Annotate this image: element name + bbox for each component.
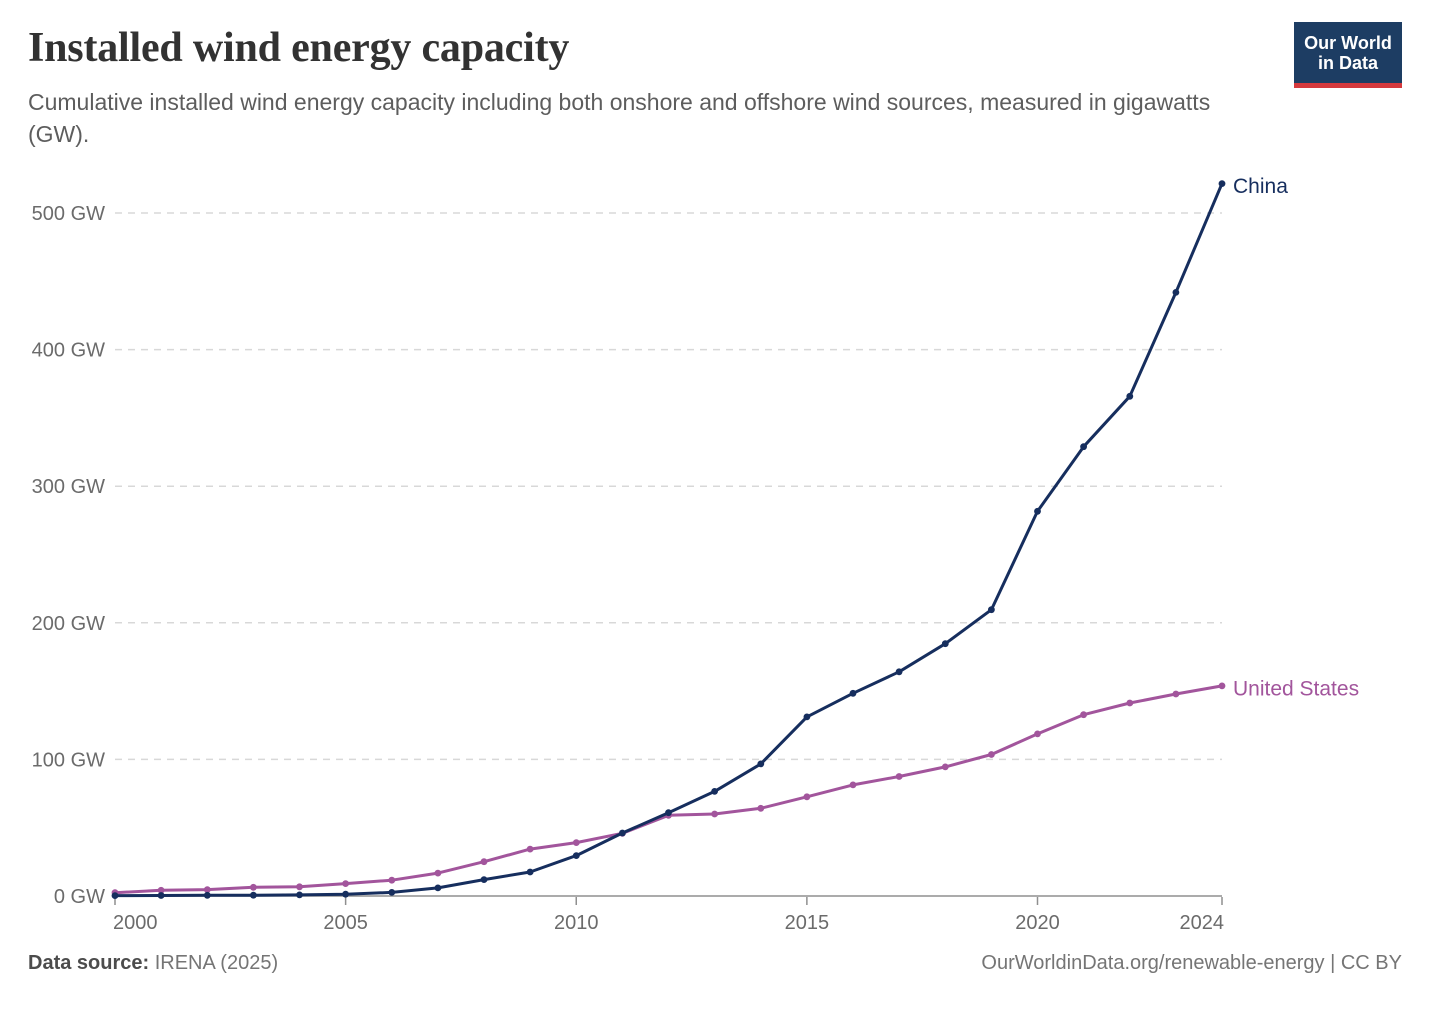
data-source-label: Data source: <box>28 952 150 974</box>
data-point-united-states[interactable] <box>803 793 811 801</box>
footer-url[interactable]: OurWorldinData.org/renewable-energy | CC… <box>981 952 1402 974</box>
data-point-china[interactable] <box>849 689 857 697</box>
data-point-china[interactable] <box>665 809 672 817</box>
data-point-china[interactable] <box>434 884 442 892</box>
chart-footer: Data source: IRENA (2025) OurWorldinData… <box>28 952 1402 975</box>
data-point-china[interactable] <box>711 788 718 795</box>
data-point-china[interactable] <box>988 606 995 614</box>
owid-logo-line2: in Data <box>1317 52 1378 73</box>
data-point-united-states[interactable] <box>1034 730 1041 738</box>
data-point-united-states[interactable] <box>849 781 857 789</box>
data-point-china[interactable] <box>203 891 211 899</box>
data-point-united-states[interactable] <box>342 880 349 887</box>
data-point-china[interactable] <box>1126 392 1134 400</box>
page-title: Installed wind energy capacity <box>28 25 570 71</box>
data-point-united-states[interactable] <box>941 763 949 771</box>
data-point-china[interactable] <box>1218 180 1226 188</box>
data-point-united-states[interactable] <box>526 845 534 853</box>
data-point-china[interactable] <box>572 852 580 859</box>
data-point-china[interactable] <box>1034 507 1041 515</box>
x-tick-label: 2024 <box>1180 912 1225 934</box>
data-point-china[interactable] <box>1080 443 1087 451</box>
data-point-united-states[interactable] <box>157 886 165 894</box>
y-tick-label: 100 GW <box>32 749 105 771</box>
data-point-china[interactable] <box>296 891 303 899</box>
x-tick-label: 2005 <box>323 912 368 934</box>
data-point-china[interactable] <box>941 640 949 648</box>
data-point-united-states[interactable] <box>757 804 765 812</box>
data-point-china[interactable] <box>757 760 765 768</box>
data-point-china[interactable] <box>895 668 903 676</box>
data-point-united-states[interactable] <box>1126 699 1134 707</box>
data-point-china[interactable] <box>342 890 349 898</box>
y-tick-label: 0 GW <box>54 886 105 908</box>
series-line-united-states[interactable] <box>113 684 1224 895</box>
data-point-china[interactable] <box>526 868 534 876</box>
data-point-united-states[interactable] <box>988 751 995 758</box>
data-point-united-states[interactable] <box>296 883 303 891</box>
y-tick-label: 500 GW <box>32 203 105 225</box>
series-end-label-china[interactable]: China <box>1233 175 1288 198</box>
x-tick-label: 2015 <box>785 912 830 934</box>
y-tick-label: 300 GW <box>32 476 105 498</box>
data-source-value: IRENA (2025) <box>154 952 279 974</box>
data-point-china[interactable] <box>157 892 165 899</box>
owid-logo-line1: Our World <box>1304 32 1392 53</box>
series-end-label-united-states[interactable]: United States <box>1233 677 1359 700</box>
data-point-china[interactable] <box>111 892 119 899</box>
data-point-china[interactable] <box>250 891 257 899</box>
chart-subtitle: Cumulative installed wind energy capacit… <box>28 89 1211 147</box>
x-tick-label: 2010 <box>554 912 599 934</box>
data-point-united-states[interactable] <box>1218 682 1226 690</box>
data-point-united-states[interactable] <box>1080 711 1087 719</box>
data-point-united-states[interactable] <box>203 886 211 893</box>
series-line-china[interactable] <box>113 182 1224 898</box>
data-point-united-states[interactable] <box>711 810 718 818</box>
x-tick-label: 2000 <box>113 912 158 934</box>
data-point-united-states[interactable] <box>250 883 257 891</box>
data-point-china[interactable] <box>619 829 626 837</box>
owid-logo[interactable]: Our World in Data <box>1294 22 1402 88</box>
data-point-united-states[interactable] <box>480 858 488 866</box>
y-tick-label: 200 GW <box>32 613 105 635</box>
y-tick-label: 400 GW <box>32 340 105 362</box>
data-point-china[interactable] <box>803 713 811 721</box>
data-point-china[interactable] <box>480 876 488 883</box>
data-point-united-states[interactable] <box>1172 690 1180 698</box>
data-source: Data source: IRENA (2025) <box>28 952 278 975</box>
data-point-united-states[interactable] <box>572 839 580 846</box>
data-point-china[interactable] <box>1172 289 1180 296</box>
data-point-china[interactable] <box>388 889 396 896</box>
data-point-united-states[interactable] <box>434 869 442 877</box>
data-point-united-states[interactable] <box>895 773 903 780</box>
data-point-united-states[interactable] <box>388 876 396 884</box>
x-tick-label: 2020 <box>1015 912 1060 934</box>
